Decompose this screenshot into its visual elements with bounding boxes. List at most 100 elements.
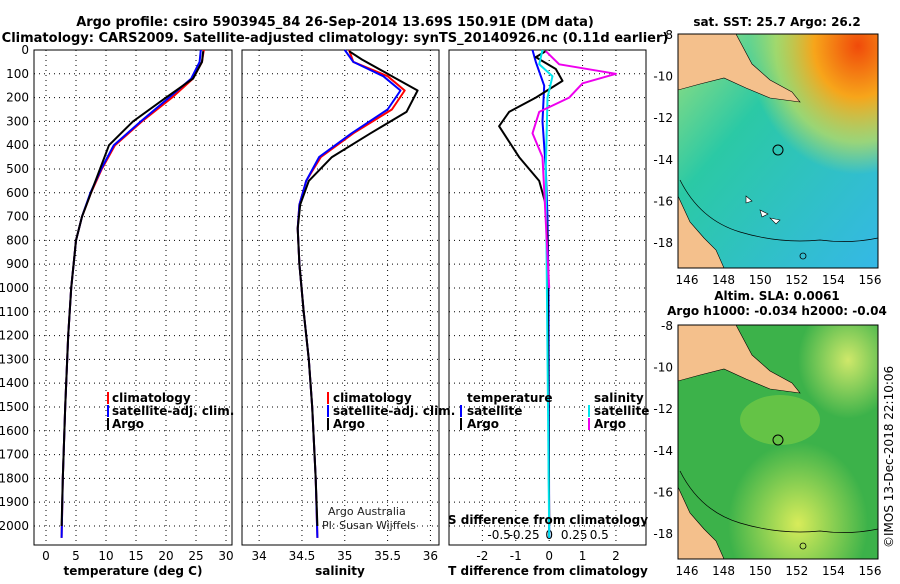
land-png-coast [678,325,801,394]
map-lat-label: -12 [653,402,673,416]
legend-label-argo: Argo [333,417,365,431]
legend-label-s-satellite: satellite [594,404,649,418]
map-lon-label: 156 [859,564,882,578]
land-australia [678,195,725,268]
sla-map [678,325,878,559]
y-tick-label: 1900 [0,495,29,509]
x-tick-label: 2 [612,549,620,563]
grid-layer [34,49,646,545]
sla-patch [740,395,820,445]
y-tick-label: 1800 [0,471,29,485]
series-line-t-argo [498,50,564,527]
isobath-line [679,470,878,533]
salinity-legend: climatology satellite-adj. clim. Argo [327,391,455,431]
reefs [745,195,781,225]
map-lat-label: -8 [661,319,673,333]
legend-label-s-argo: Argo [594,417,626,431]
island-marker [799,542,807,550]
series-line-argo [60,51,205,527]
x-tick-label-top: -0.5 [487,528,510,542]
series-line-satellite-adj-clim- [296,49,402,538]
map-lat-label: -8 [661,28,673,42]
map-lat-label: -16 [653,194,673,208]
y-tick-label: 0 [21,43,29,57]
map-lat-label: -10 [653,361,673,375]
difference-xlabel-top: S difference from climatology [448,513,648,527]
legend-header-salinity: salinity [594,391,644,405]
map-lon-label: 152 [785,273,808,287]
map-lat-label: -14 [653,153,673,167]
y-tick-label: 1100 [0,305,29,319]
x-tick-label: 34 [251,549,266,563]
y-tick-label: 700 [6,210,29,224]
argo-note-line2: PI: Susan Wijffels [322,519,416,532]
map-lat-label: -16 [653,485,673,499]
x-tick-label: 5 [72,549,80,563]
map-lat-label: -12 [653,111,673,125]
sla-map-frame [677,324,879,560]
temperature-legend: climatology satellite-adj. clim. Argo [107,391,234,431]
y-tick-label: 400 [6,138,29,152]
credit-text: ©IMOS 13-Dec-2018 22:10:06 [882,366,896,548]
x-tick-label: 1 [579,549,587,563]
y-tick-label: 1300 [0,352,29,366]
series-line-argo [296,50,419,527]
legend-label-climatology: climatology [112,391,191,405]
land-australia [678,486,725,559]
map-lat-label: -18 [653,236,673,250]
legend-label-satellite: satellite-adj. clim. [333,404,455,418]
salinity-xlabel: salinity [315,564,365,578]
map-lon-label: 150 [749,564,772,578]
tick-labels: 0 5 10 15 20 25 30 34 34.5 35 35.5 36 -2 -1 0 1 20100200… [0,43,620,563]
map-lat-label: -14 [653,444,673,458]
land-png-coast [678,34,801,103]
x-tick-label: 36 [423,549,438,563]
x-tick-label-top: 0.5 [590,528,609,542]
map-lon-label: 148 [712,564,735,578]
map-lon-label: 148 [712,273,735,287]
x-tick-label: 15 [128,549,143,563]
y-tick-label: 1600 [0,424,29,438]
map-lon-label: 152 [785,564,808,578]
legend-label-satellite: satellite-adj. clim. [112,404,234,418]
series-line-s-argo [531,50,617,289]
y-tick-label: 1500 [0,400,29,414]
sst-map [678,34,878,268]
series-line-s-satellite [538,49,554,538]
sst-map-title: sat. SST: 25.7 Argo: 26.2 [693,15,860,29]
x-tick-label: 35 [337,549,352,563]
map-lon-label: 146 [676,564,699,578]
map-lon-label: 154 [822,564,845,578]
y-tick-label: 600 [6,186,29,200]
sla-map-title-line2: Argo h1000: -0.034 h2000: -0.04 [667,304,887,318]
sla-map-title-line1: Altim. SLA: 0.0061 [714,289,840,303]
y-tick-label: 1700 [0,448,29,462]
legend-label-t-satellite: satellite [467,404,522,418]
series-line-climatology [60,49,205,538]
x-tick-label: -2 [476,549,488,563]
x-tick-label: 10 [98,549,113,563]
difference-xlabel: T difference from climatology [448,564,648,578]
y-tick-label: 200 [6,91,29,105]
x-tick-label: 0 [42,549,50,563]
island-marker [799,252,807,260]
legend-label-climatology: climatology [333,391,412,405]
temperature-xlabel: temperature (deg C) [64,564,203,578]
difference-panel-frame [448,49,647,546]
argo-note-line1: Argo Australia [328,505,406,518]
y-tick-label: 800 [6,233,29,247]
legend-label-argo: Argo [112,417,144,431]
argo-position-marker [772,434,784,446]
y-tick-label: 1200 [0,329,29,343]
x-tick-label: 30 [218,549,233,563]
map-lat-label: -18 [653,527,673,541]
x-tick-label: 35.5 [374,549,401,563]
legend-label-t-argo: Argo [467,417,499,431]
y-tick-label: 2000 [0,519,29,533]
map-lat-label: -10 [653,70,673,84]
map-lon-label: 154 [822,273,845,287]
temperature-panel-frame [33,49,233,546]
x-tick-label: 20 [158,549,173,563]
x-tick-label: 34.5 [289,549,316,563]
